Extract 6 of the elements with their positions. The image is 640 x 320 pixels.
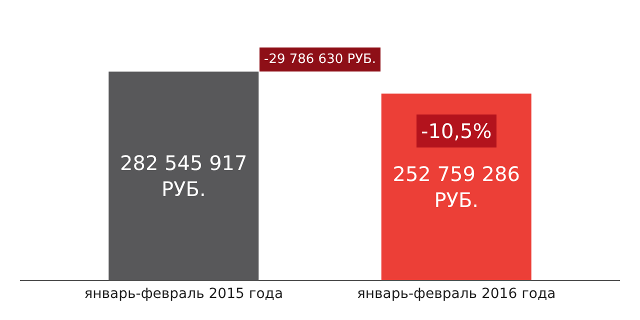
data-label: 282 545 917 РУБ. — [120, 150, 248, 201]
x-tick-label: январь-февраль 2015 года — [84, 286, 284, 302]
x-tick-label: январь-февраль 2016 года — [356, 286, 556, 302]
text: -29 786 630 РУБ. — [264, 52, 376, 67]
annotation: -10,5% — [421, 119, 492, 143]
data-label: 252 759 286 РУБ. — [392, 162, 520, 212]
